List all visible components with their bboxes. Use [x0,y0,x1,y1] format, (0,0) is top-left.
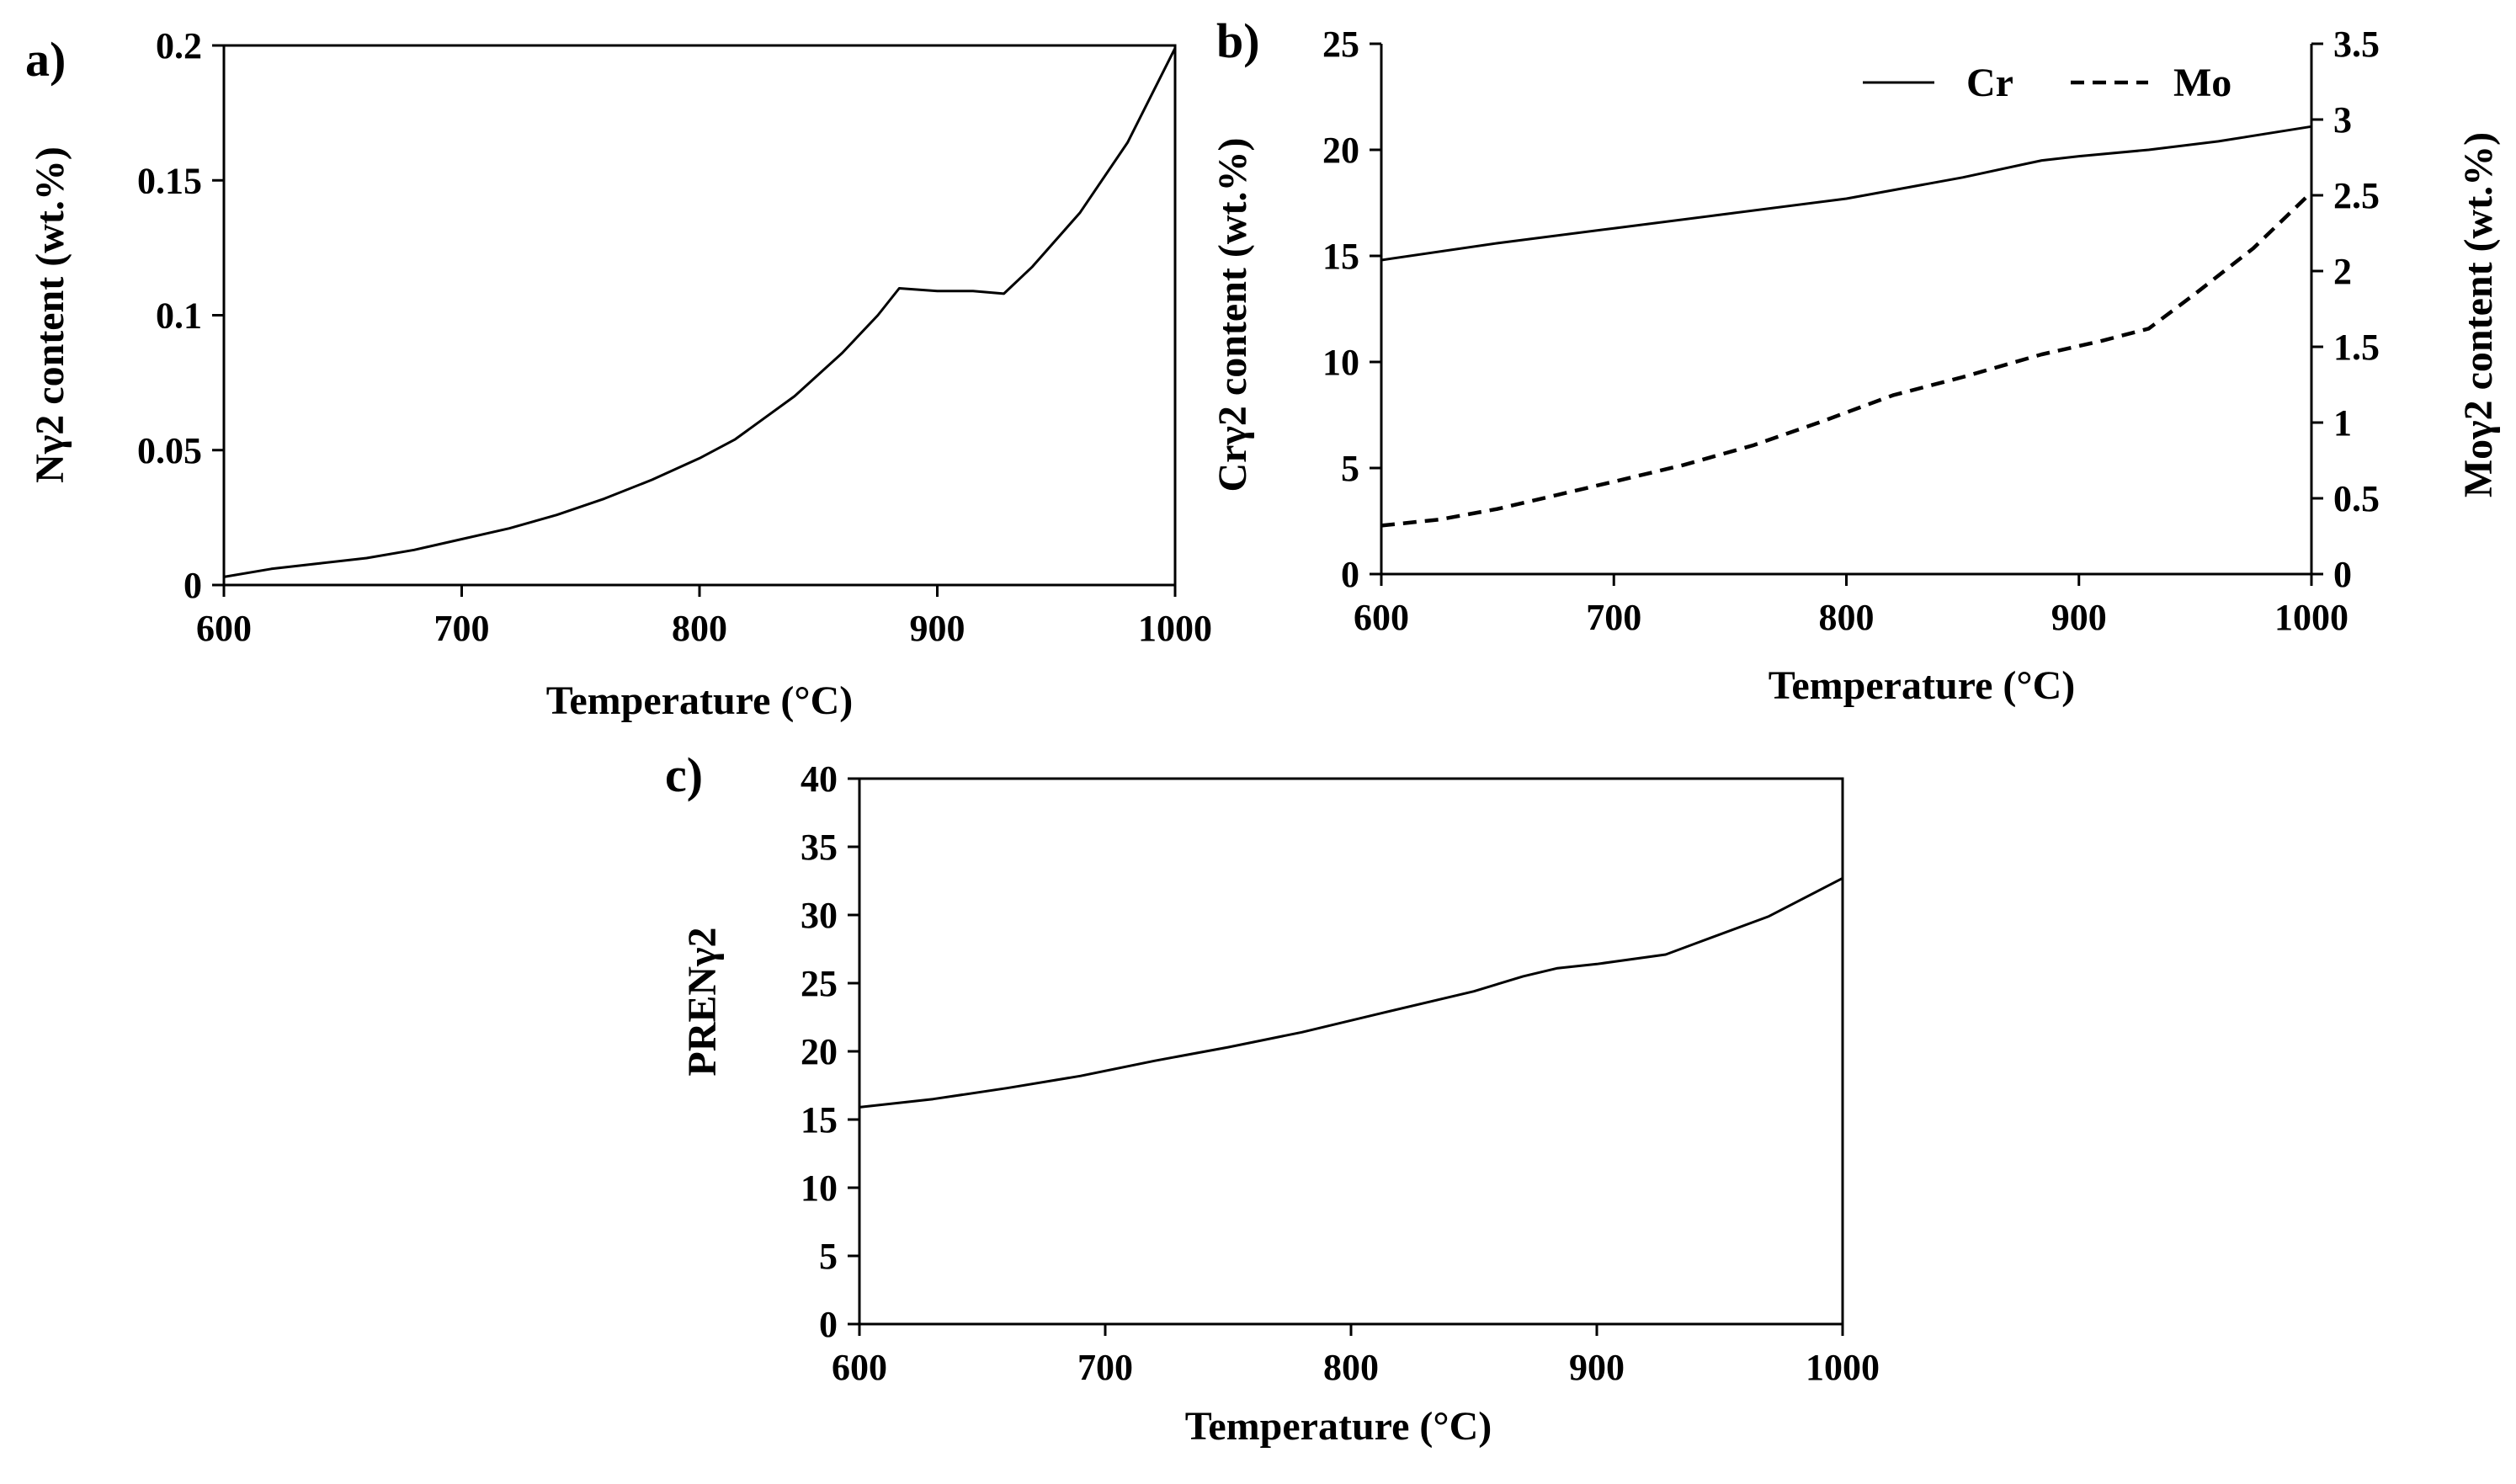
legend-cr-label: Cr [1966,61,2013,105]
x-tick-label: 800 [1819,597,1875,638]
panel-b-y-left-ticks: 0 5 10 15 20 25 [1322,24,1381,595]
panel-c-plot [859,876,1843,1109]
x-tick-label: 1000 [1806,1347,1880,1388]
x-tick-label: 900 [910,608,965,649]
y-tick-label: 15 [801,1099,838,1141]
y-tick-label: 40 [801,758,838,800]
y-tick-label: 35 [801,827,838,868]
cr-content-line [1380,125,2312,262]
x-tick-label: 900 [1569,1347,1625,1388]
panel-a-y-ticks: 0 0.05 0.1 0.15 0.2 [137,25,224,606]
panel-a-y-axis-title: Nγ2 content (wt.%) [28,146,72,483]
panel-c-y-axis-title: PRENγ2 [680,927,725,1076]
panel-b: b) 600 700 800 900 1000 0 5 10 15 20 25 0 0.5 1 1.5 2… [1210,13,2501,708]
y-tick-label: 15 [1322,236,1359,277]
y-tick-label: 0.5 [2333,478,2380,519]
panel-b-y-right-axis-title: Moγ2 content (wt.%) [2456,132,2501,497]
y-tick-label: 10 [801,1168,838,1209]
x-tick-label: 1000 [2274,597,2348,638]
panel-c-x-ticks: 600 700 800 900 1000 [832,1324,1880,1388]
panel-b-x-axis-title: Temperature (°C) [1769,663,2075,708]
y-tick-label: 0 [2333,554,2352,595]
x-tick-label: 1000 [1138,608,1212,649]
x-tick-label: 800 [672,608,727,649]
legend-mo-label: Mo [2173,61,2231,105]
x-tick-label: 700 [1586,597,1641,638]
panel-a: a) 600 700 800 900 1000 0 0.05 0.1 0.15 0.2 Temp… [25,25,1212,723]
y-tick-label: 0 [1341,554,1359,595]
y-tick-label: 25 [801,963,838,1004]
y-tick-label: 3.5 [2333,24,2380,65]
y-tick-label: 1.5 [2333,327,2380,368]
panel-b-legend: Cr Mo [1863,61,2231,105]
y-tick-label: 0 [819,1304,838,1345]
y-tick-label: 2.5 [2333,175,2380,216]
panel-c: c) 600 700 800 900 1000 0 5 10 15 20 25 30 35 40 Tem… [665,747,1880,1449]
y-tick-label: 5 [819,1236,838,1277]
x-tick-label: 900 [2051,597,2107,638]
panel-b-plot [1380,125,2313,528]
panel-b-y-left-axis-title: Crγ2 content (wt.%) [1210,137,1255,492]
panel-c-y-ticks: 0 5 10 15 20 25 30 35 40 [801,758,859,1345]
panel-c-label: c) [665,747,703,802]
panel-a-x-ticks: 600 700 800 900 1000 [196,585,1212,649]
y-tick-label: 0.2 [156,25,202,66]
panel-b-x-ticks: 600 700 800 900 1000 [1354,574,2348,638]
x-tick-label: 600 [196,608,252,649]
mo-content-line [1380,190,2313,528]
y-tick-label: 3 [2333,99,2352,141]
x-tick-label: 600 [832,1347,887,1388]
panel-b-label: b) [1216,13,1260,68]
panel-c-x-axis-title: Temperature (°C) [1185,1404,1492,1449]
x-tick-label: 600 [1354,597,1409,638]
n-content-line [223,47,1177,578]
pren-line [859,876,1843,1109]
y-tick-label: 0.1 [156,295,202,337]
y-tick-label: 2 [2333,251,2352,292]
x-tick-label: 800 [1323,1347,1379,1388]
y-tick-label: 1 [2333,402,2352,444]
x-tick-label: 700 [1077,1347,1133,1388]
panel-a-frame [222,44,1177,587]
y-tick-label: 5 [1341,448,1359,489]
y-tick-label: 25 [1322,24,1359,65]
panel-b-y-right-ticks: 0 0.5 1 1.5 2 2.5 3 3.5 [2311,24,2380,595]
y-tick-label: 0.05 [137,430,202,471]
panel-a-label: a) [25,32,66,87]
panel-a-plot [223,47,1177,578]
y-tick-label: 10 [1322,342,1359,383]
y-tick-label: 20 [1322,130,1359,171]
panel-c-frame [858,777,1844,1326]
y-tick-label: 0.15 [137,160,202,201]
x-tick-label: 700 [434,608,490,649]
y-tick-label: 20 [801,1031,838,1072]
y-tick-label: 0 [184,565,202,606]
panel-a-x-axis-title: Temperature (°C) [546,678,853,723]
y-tick-label: 30 [801,895,838,936]
